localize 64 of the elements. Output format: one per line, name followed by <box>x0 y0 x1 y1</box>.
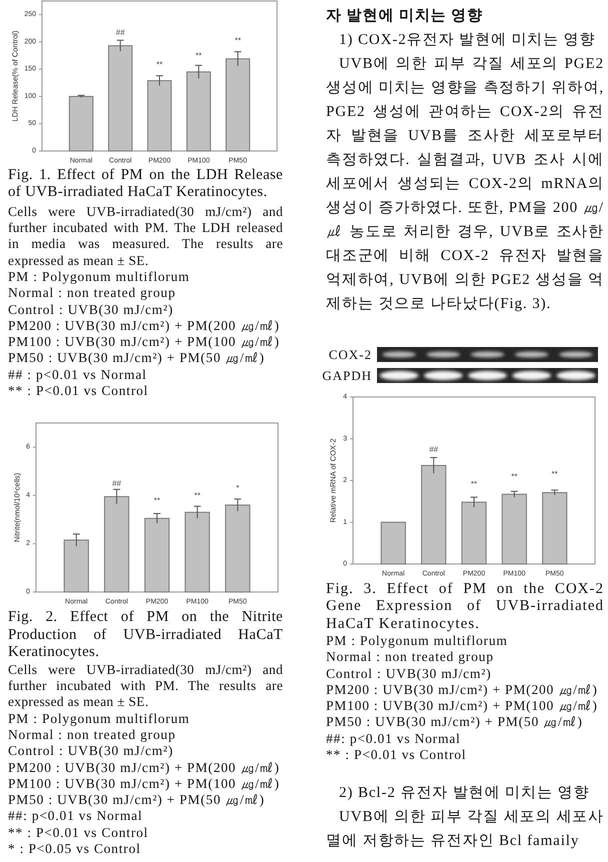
text: ** : P<0.01 vs Control <box>8 824 150 842</box>
text: PM200 : UVB(30 mJ/cm²) + PM(200 ㎍/㎖) <box>326 682 599 698</box>
text: PM100 : UVB(30 mJ/cm²) + PM(100 ㎍/㎖) <box>8 776 281 792</box>
text: ** : P<0.01 vs Control <box>8 383 150 400</box>
text: PM : Polygonum multiflorum <box>8 268 191 286</box>
text: PM200 : UVB(30 mJ/cm²) + PM(200 ㎍/㎖) <box>8 318 281 334</box>
text: Cells were UVB-irradiated(30 mJ/cm²) and further incubated with PM. The results are expressed as mean ± SE. <box>8 662 283 711</box>
bar <box>421 464 446 564</box>
bar <box>461 502 487 564</box>
bar <box>64 540 89 592</box>
annotation: ** <box>156 60 163 70</box>
annotation: ** <box>552 470 558 479</box>
text: Control : UVB(30 mJ/cm²) <box>8 302 174 318</box>
text: Cells were UVB-irradiated(30 mJ/cm²) and further incubated with PM. The LDH released in media was measured. The results are expressed as mean ± SE. <box>8 204 283 269</box>
annotation: * <box>236 484 240 493</box>
bar <box>108 45 133 152</box>
annotation: ** <box>234 36 241 46</box>
text: Fig. 3. Effect of PM on the COX-2 Gene Expression of UVB-irradiated HaCaT Keratinocytes. <box>326 580 604 633</box>
annotation: ## <box>429 445 439 454</box>
text: 자 발현에 미치는 영향 <box>326 7 484 26</box>
text: PM50 : UVB(30 mJ/cm²) + PM(50 ㎍/㎖) <box>8 350 266 367</box>
text: COX-2 <box>328 346 372 362</box>
text: Normal : non treated group <box>8 726 177 744</box>
annotation: ** <box>196 50 202 60</box>
annotation: ** <box>154 496 160 506</box>
text: PM : Polygonum multiflorum <box>326 633 509 650</box>
annotation: ** <box>511 472 518 481</box>
text: ** : P<0.01 vs Control <box>326 747 468 764</box>
text: Normal : non treated group <box>326 649 495 666</box>
bar <box>380 522 406 564</box>
text: PM200 : UVB(30 mJ/cm²) + PM(200 ㎍/㎖) <box>8 760 281 776</box>
text: UVB에 의한 피부 각질 세포의 PGE2 생성에 미치는 영향을 측정하기 위하여, PGE2 생성에 관여하는 COX-2의 유전자 발현을 UVB를 조사한 세포로부터 측정하였다. 실험결과, UVB 조사 시에 세포에서 생성되는 COX-2의 mRNA의 생성이 증가하였다. 또한, PM을 200 ㎍/㎕ 농도로 처리한 경우, UVB로 조사한 대조군에 비해 COX-2 유전자 발현을 억제하여, UVB에 의한 PGE2 생성을 억제하는 것으로 나타났다(Fig. 3). <box>326 56 604 312</box>
bar <box>147 80 172 152</box>
text: PM : Polygonum multiflorum <box>8 710 191 727</box>
text: Fig. 2. Effect of PM on the Nitrite Production of UVB-irradiated HaCaT Keratinocytes. <box>8 609 283 662</box>
text: GAPDH <box>321 368 372 384</box>
bar <box>225 504 250 592</box>
text: * : P<0.05 vs Control <box>8 841 142 858</box>
annotation: ** <box>194 490 200 500</box>
text: PM50 : UVB(30 mJ/cm²) + PM(50 ㎍/㎖) <box>326 714 584 731</box>
text: Fig. 1. Effect of PM on the LDH Release of UVB-irradiated HaCaT Keratinocytes. <box>8 166 283 202</box>
bar <box>226 58 250 152</box>
annotation: ## <box>116 28 126 37</box>
text: 2) Bcl-2 유전자 발현에 미치는 영향 <box>338 784 590 803</box>
text: ##: p<0.01 vs Normal <box>326 730 462 748</box>
text: PM50 : UVB(30 mJ/cm²) + PM(50 ㎍/㎖) <box>8 792 266 808</box>
bar <box>502 494 527 564</box>
text: PM100 : UVB(30 mJ/cm²) + PM(100 ㎍/㎖) <box>326 698 599 714</box>
text: ##: p<0.01 vs Normal <box>8 808 144 825</box>
bar <box>68 96 94 152</box>
bar <box>542 492 568 564</box>
text: UVB에 의한 피부 각질 세포의 세포사멸에 저항하는 유전자인 Bcl famaily <box>326 808 604 851</box>
text: 1) COX-2유전자 발현에 미치는 영향 <box>338 31 596 50</box>
annotation: ** <box>470 480 478 489</box>
text: Control : UVB(30 mJ/cm²) <box>326 666 492 682</box>
text: Normal : non treated group <box>8 285 177 302</box>
bar <box>104 496 130 592</box>
text: Control : UVB(30 mJ/cm²) <box>8 743 174 760</box>
text: ## : p<0.01 vs Normal <box>8 366 148 384</box>
bar <box>184 512 210 592</box>
bar <box>186 71 211 152</box>
text: PM100 : UVB(30 mJ/cm²) + PM(100 ㎍/㎖) <box>8 334 281 350</box>
annotation: ## <box>112 478 122 488</box>
bar <box>144 518 170 592</box>
